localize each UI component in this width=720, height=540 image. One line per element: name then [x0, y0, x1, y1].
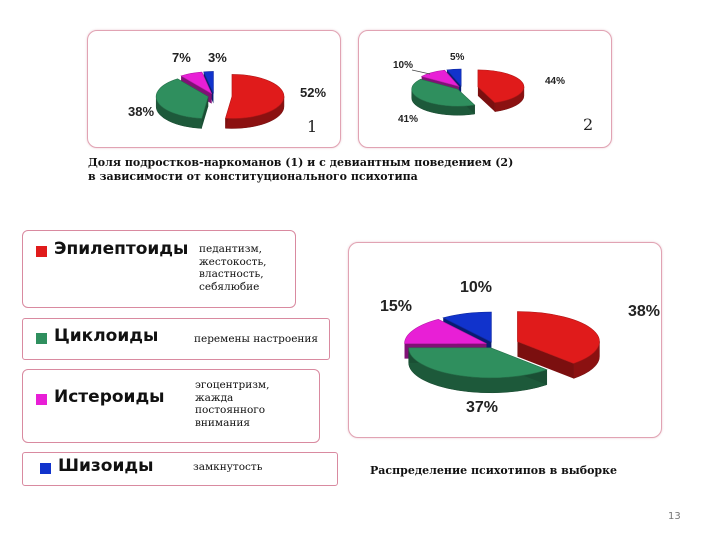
- pie-2-slice-1: [477, 69, 525, 112]
- pie-chart-1: 52% 38% 7% 3% 1: [128, 50, 326, 136]
- epileptoids-swatch: [36, 246, 47, 257]
- pie-3-slice-1: [517, 311, 600, 379]
- hysteroids-label: Истероиды: [54, 387, 165, 407]
- pie-2-data-label-4: 5%: [450, 52, 465, 63]
- pie-1-number-label: 1: [307, 117, 317, 136]
- pie-1-slice-1: [225, 74, 285, 129]
- hysteroids-swatch: [36, 394, 47, 405]
- pie-3-slice-3-top: [404, 319, 487, 344]
- pie-1-slice-1-top: [225, 74, 285, 119]
- caption-top-line1: Доля подростков-наркоманов (1) и с девиа…: [88, 156, 514, 169]
- schizoids-traits: замкнутость: [193, 461, 263, 473]
- pie-2-data-label-3: 10%: [393, 60, 413, 71]
- pie-1-slice-3-top: [180, 71, 213, 95]
- pie-2-slice-2: [411, 78, 476, 116]
- pie-2-data-label-2: 41%: [398, 114, 418, 125]
- pie-2-leader-line: [411, 69, 431, 75]
- pie-3-slice-2: [408, 347, 548, 394]
- pie-chart-3: 38% 37% 15% 10%: [380, 279, 660, 416]
- pie-3-slice-2-top: [408, 347, 548, 379]
- pie-chart-2: 44% 41% 10% 5% 2: [393, 52, 593, 134]
- pie-1-data-label-2: 38%: [128, 104, 154, 119]
- pie-1-slice-4-top: [203, 71, 214, 94]
- type-row-hysteroids: [22, 369, 320, 443]
- pie-1-slice-2-top: [155, 78, 209, 119]
- pie-3-slice-1-face-2: [517, 341, 574, 379]
- pie-2-slice-2-top: [411, 78, 476, 107]
- cycloids-traits: перемены настроения: [194, 333, 319, 345]
- pie-3-slice-1-top: [517, 311, 600, 364]
- pie-2-slice-4-top: [446, 68, 462, 87]
- pie-1-data-label-4: 3%: [208, 50, 227, 65]
- schizoids-label: Шизоиды: [58, 456, 154, 476]
- type-row-schizoids: [22, 452, 338, 486]
- pie-2-slice-1-top: [477, 69, 525, 104]
- pie-2-slice-1-face-2: [477, 86, 495, 112]
- schizoids-swatch: [40, 463, 51, 474]
- epileptoids-traits: педантизм, жестокость, властность, себял…: [199, 243, 267, 293]
- hysteroids-traits: эгоцентризм, жажда постоянного внимания: [195, 379, 270, 429]
- pie-2-slice-3-top: [420, 69, 460, 87]
- caption-bottom: Распределение психотипов в выборке: [370, 464, 618, 477]
- pie-3-data-label-4: 10%: [460, 279, 492, 296]
- epileptoids-label: Эпилептоиды: [54, 239, 189, 259]
- page-number: 13: [668, 511, 681, 522]
- pie-3-slice-4-top: [442, 311, 492, 343]
- chart-1-frame: [87, 30, 341, 148]
- type-row-epileptoids: [22, 230, 296, 308]
- pie-3-data-label-1: 38%: [628, 303, 660, 320]
- chart-3-frame: [348, 242, 662, 438]
- pie-1-data-label-1: 52%: [300, 85, 326, 100]
- pie-2-data-label-1: 44%: [545, 76, 565, 87]
- cycloids-swatch: [36, 333, 47, 344]
- pie-2-number-label: 2: [583, 115, 593, 134]
- caption-top-line2: в зависимости от конституционального пси…: [88, 170, 418, 183]
- pie-3-data-label-3: 15%: [380, 298, 412, 315]
- type-row-cycloids: [22, 318, 330, 360]
- pie-1-slice-2: [155, 78, 209, 129]
- cycloids-label: Циклоиды: [54, 326, 159, 346]
- pie-1-data-label-3: 7%: [172, 50, 191, 65]
- pie-3-data-label-2: 37%: [466, 399, 498, 416]
